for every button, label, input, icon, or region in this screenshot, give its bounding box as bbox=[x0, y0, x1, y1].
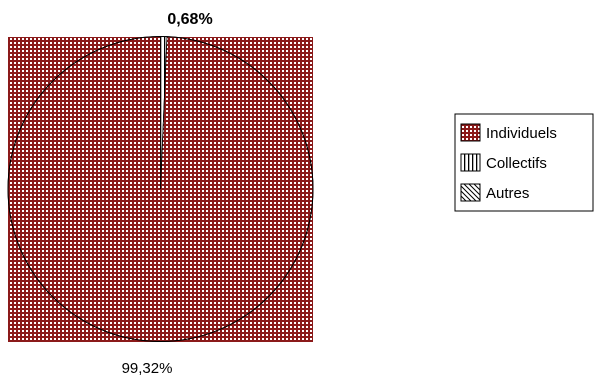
pie-slices bbox=[7, 36, 314, 342]
legend-label-autres: Autres bbox=[486, 185, 529, 202]
legend-label-individuels: Individuels bbox=[486, 125, 557, 142]
slice-label-collectifs: 0,68% bbox=[167, 11, 212, 28]
legend-swatch-autres bbox=[460, 183, 481, 202]
legend-swatch-collectifs bbox=[460, 153, 481, 172]
legend-label-collectifs: Collectifs bbox=[486, 155, 547, 172]
slice-label-individuels: 99,32% bbox=[122, 360, 173, 377]
legend-swatch-individuels bbox=[460, 123, 481, 142]
slice-individuels bbox=[7, 36, 314, 342]
legend: Individuels Collectifs Autres bbox=[454, 113, 594, 212]
pie-outline bbox=[7, 36, 314, 342]
